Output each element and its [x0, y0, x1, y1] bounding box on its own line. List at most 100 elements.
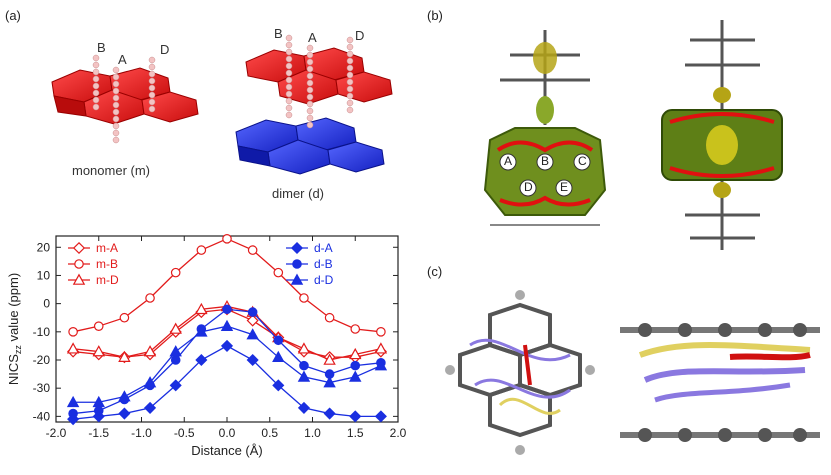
point-m-B — [119, 312, 130, 323]
point-d-B — [222, 304, 232, 315]
y-tick-label: 10 — [37, 268, 51, 282]
panel-label-a: (a) — [5, 8, 21, 23]
point-m-B — [376, 327, 386, 337]
y-tick-label: -40 — [33, 409, 51, 423]
x-tick-label: 2.0 — [390, 426, 407, 440]
x-axis-label: Distance (Å) — [191, 443, 263, 458]
legend-marker-m-D — [72, 273, 86, 285]
point-m-D — [143, 345, 157, 357]
legend-marker-d-B — [292, 259, 302, 269]
point-m-B — [196, 245, 207, 255]
point-m-D — [374, 342, 388, 354]
monomer-probes — [92, 54, 156, 144]
panel-label-c: (c) — [427, 264, 443, 279]
legend-marker-m-B — [74, 259, 84, 269]
point-m-B — [170, 267, 181, 278]
point-d-B — [93, 405, 104, 416]
legend-label-d-D: d-D — [314, 273, 334, 287]
x-tick-label: 1.0 — [304, 426, 321, 440]
point-m-B — [145, 293, 155, 303]
point-m-B — [324, 312, 335, 323]
point-m-D — [66, 342, 80, 354]
point-d-D — [246, 328, 259, 340]
dimer-probe-label-d: D — [355, 28, 365, 43]
isosurface-left — [483, 30, 607, 226]
point-m-B — [68, 327, 78, 337]
point-d-B — [247, 307, 258, 317]
y-tick-label: 20 — [37, 240, 51, 254]
x-tick-label: -1.0 — [131, 426, 152, 440]
monomer-probe-label-a: A — [118, 52, 127, 67]
point-m-A — [246, 314, 259, 327]
point-d-D — [169, 345, 182, 357]
x-tick-label: 1.5 — [347, 426, 364, 440]
point-d-D — [220, 319, 234, 331]
point-d-A — [144, 401, 157, 414]
current-density-top-view — [445, 290, 600, 455]
point-m-B — [350, 324, 361, 334]
legend-label-m-D: m-D — [96, 273, 119, 287]
y-axis-label: NICSzz value (ppm) — [6, 273, 23, 385]
current-density-side-view — [620, 323, 820, 442]
y-tick-label: -20 — [33, 353, 51, 367]
point-d-A — [297, 401, 310, 414]
current-density-render — [445, 290, 820, 455]
legend-marker-d-D — [290, 273, 304, 285]
point-m-D — [169, 322, 182, 334]
point-m-B — [299, 293, 309, 303]
monomer-probe-d — [148, 56, 156, 113]
y-tick-label: -10 — [33, 325, 51, 339]
point-d-D — [272, 350, 285, 362]
point-m-D — [349, 347, 362, 360]
point-d-D — [195, 325, 208, 337]
point-d-A — [323, 407, 336, 420]
point-d-D — [297, 370, 311, 382]
point-d-B — [273, 335, 284, 346]
dimer-top-rings — [245, 47, 393, 105]
dimer-bottom-rings — [235, 117, 385, 175]
x-tick-label: -0.5 — [174, 426, 195, 440]
dimer-probe-label-b: B — [274, 26, 283, 41]
legend-label-d-B: d-B — [314, 257, 333, 271]
point-d-D — [143, 376, 157, 388]
point-m-B — [247, 245, 258, 255]
point-m-D — [92, 345, 105, 357]
legend-marker-d-A — [290, 241, 304, 255]
point-d-D — [92, 395, 105, 408]
isosurface-render — [483, 20, 783, 250]
monomer-probe-label-b: B — [97, 40, 106, 55]
point-d-D — [374, 359, 388, 371]
dimer-caption: dimer (d) — [272, 186, 325, 201]
point-m-D — [118, 350, 131, 362]
y-tick-label: 0 — [43, 297, 50, 311]
monomer-rings — [51, 67, 199, 125]
x-tick-label: 0.5 — [261, 426, 278, 440]
point-d-B — [350, 360, 361, 371]
point-m-B — [93, 321, 104, 331]
point-d-B — [68, 408, 78, 419]
point-m-D — [195, 302, 208, 315]
ring-label-c: C — [578, 154, 587, 168]
point-d-A — [195, 353, 208, 367]
monomer-caption: monomer (m) — [72, 163, 151, 178]
legend-label-m-B: m-B — [96, 257, 118, 271]
point-d-B — [170, 355, 181, 365]
dimer-probe-d — [346, 36, 354, 114]
x-tick-label: 0.0 — [219, 426, 236, 440]
dimer-probe-a — [306, 44, 314, 129]
x-tick-label: -2.0 — [46, 426, 67, 440]
isosurface-right — [661, 20, 783, 250]
point-d-B — [299, 360, 309, 371]
nics-chart: -2.0 -1.5 -1.0 -0.5 0.0 0.5 1.0 1.5 2.0 20 10 0 -10 -… — [6, 234, 407, 458]
point-m-B — [222, 234, 232, 244]
legend-label-d-A: d-A — [314, 241, 333, 255]
legend-marker-m-A — [72, 241, 86, 255]
y-tick-label: -30 — [33, 381, 51, 395]
x-tick-label: -1.5 — [88, 426, 109, 440]
dimer-probes — [285, 34, 354, 129]
point-d-A — [118, 407, 131, 420]
point-d-A — [349, 410, 362, 423]
monomer-probe-b — [92, 54, 100, 111]
series-line-m-B — [72, 238, 381, 333]
point-d-D — [118, 390, 131, 402]
